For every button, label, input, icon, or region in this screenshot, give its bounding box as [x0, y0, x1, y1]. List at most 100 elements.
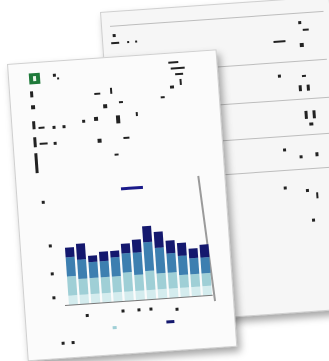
bar-segment	[146, 289, 157, 300]
bar-segment	[90, 293, 101, 304]
bar-segment	[177, 255, 189, 276]
legend-mark	[166, 319, 175, 324]
bar-segment	[101, 292, 112, 303]
text-mark	[179, 78, 182, 85]
text-mark	[137, 308, 141, 312]
bar-segment	[98, 251, 109, 262]
chart-baseline	[64, 294, 213, 307]
stacked-bar-chart	[64, 225, 213, 306]
text-mark	[115, 115, 121, 124]
back-text-mark	[299, 42, 304, 48]
bar-segment	[143, 241, 155, 272]
text-mark	[118, 101, 124, 104]
bar-segment	[77, 259, 88, 279]
text-mark	[50, 272, 54, 276]
bar-segment	[66, 275, 78, 296]
logo-mark	[32, 76, 37, 82]
bar-segment	[124, 291, 134, 302]
text-mark	[160, 96, 165, 99]
back-text-mark	[316, 192, 319, 199]
bar-segment	[122, 272, 134, 292]
text-mark	[114, 153, 119, 156]
text-mark	[175, 307, 179, 311]
bar-segment	[157, 288, 168, 300]
back-text-mark	[309, 122, 314, 126]
text-mark	[170, 66, 185, 70]
bar-segment	[156, 272, 167, 290]
bar-segment	[191, 286, 201, 297]
legend-mark	[112, 325, 117, 330]
bar-segment	[142, 225, 153, 243]
bar-segment	[165, 240, 176, 254]
bar-segment	[110, 256, 121, 277]
bar-segment	[154, 247, 166, 274]
bar-segment	[180, 287, 190, 298]
bar-segment	[189, 257, 200, 275]
bar-segment	[110, 250, 120, 258]
text-mark	[39, 142, 48, 145]
text-mark	[52, 73, 56, 77]
bar-segment	[78, 278, 89, 295]
text-mark	[123, 136, 130, 140]
text-mark	[85, 313, 89, 318]
bar-segment	[68, 295, 78, 306]
bar-segment	[176, 242, 187, 256]
chart-title-mark	[120, 185, 144, 191]
back-text-mark	[111, 41, 120, 45]
back-text-mark	[283, 186, 287, 190]
bar-segment	[188, 248, 199, 259]
text-mark	[34, 153, 39, 174]
text-mark	[53, 141, 57, 145]
bar-segment	[145, 270, 156, 291]
bar-segment	[200, 256, 211, 274]
back-text-mark	[299, 155, 303, 159]
text-mark	[175, 72, 184, 76]
bar-segment	[202, 285, 213, 296]
bar-segment	[135, 290, 145, 301]
back-text-mark	[282, 148, 287, 152]
bar-segment	[75, 243, 87, 260]
text-mark	[94, 92, 101, 95]
text-mark	[30, 105, 36, 110]
back-rule	[109, 10, 324, 27]
bar-segment	[168, 288, 179, 299]
text-mark	[52, 125, 56, 129]
bar-segment	[88, 261, 99, 279]
bar-segment	[64, 247, 75, 258]
back-text-mark	[306, 84, 310, 91]
text-mark	[168, 61, 179, 64]
bar-segment	[100, 276, 111, 294]
bar-segment	[121, 252, 132, 273]
front-page-content	[28, 61, 217, 345]
text-mark	[48, 244, 52, 248]
back-text-mark	[301, 74, 307, 78]
text-mark	[62, 125, 66, 129]
text-mark	[57, 77, 60, 80]
text-mark	[121, 309, 125, 313]
bar-segment	[87, 255, 98, 263]
back-text-mark	[273, 40, 286, 43]
bar-segment	[134, 274, 145, 291]
bar-segment	[153, 231, 164, 248]
text-mark	[97, 138, 102, 143]
text-mark	[52, 296, 56, 300]
back-text-mark	[298, 20, 302, 25]
back-page	[100, 0, 329, 326]
text-mark	[93, 116, 99, 122]
text-mark	[71, 340, 75, 345]
back-text-mark	[304, 110, 308, 119]
bar-segment	[99, 260, 110, 278]
back-text-mark	[127, 41, 130, 44]
text-mark	[29, 91, 34, 98]
text-mark	[135, 112, 138, 117]
bar-segment	[111, 275, 122, 293]
back-text-mark	[135, 40, 138, 43]
text-mark	[32, 121, 36, 130]
bar-segment	[113, 291, 123, 303]
back-text-mark	[305, 188, 310, 193]
text-mark	[33, 137, 37, 148]
bar-segment	[179, 274, 190, 288]
text-mark	[41, 200, 45, 204]
back-page-content	[109, 10, 329, 222]
text-mark	[169, 85, 175, 89]
